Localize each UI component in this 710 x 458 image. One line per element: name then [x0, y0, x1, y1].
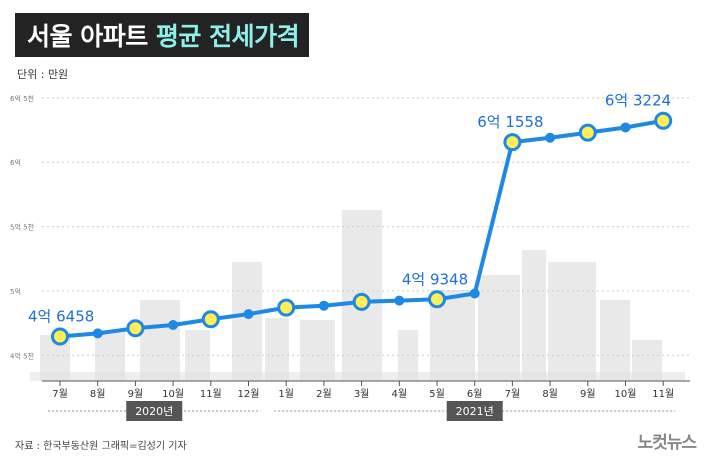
x-tick-label: 11월: [652, 388, 674, 400]
data-point: [243, 309, 254, 320]
y-axis-ticks: 4억 5천 5억 5억 5천 6억 6억 5천: [10, 94, 34, 360]
x-tick-label: 7월: [52, 388, 68, 400]
skyline-building: [522, 250, 546, 381]
x-tick-label: 1월: [278, 388, 294, 400]
data-marker-large: [578, 123, 597, 142]
data-marker-large: [277, 298, 296, 317]
source-credit: 자료 : 한국부동산원 그래픽=김성기 기자: [15, 441, 187, 452]
data-point: [168, 320, 179, 331]
data-point: [469, 288, 480, 299]
skyline-building: [232, 262, 262, 381]
data-marker-large: [654, 111, 673, 130]
data-label: 6억 1558: [477, 113, 543, 131]
x-tick-label: 8월: [542, 388, 558, 400]
unit-label: 단위 : 만원: [17, 68, 69, 81]
news-logo: 노컷뉴스: [637, 433, 697, 453]
x-tick-label: 9월: [580, 388, 596, 400]
x-tick-label: 6월: [467, 388, 483, 400]
y-tick-label: 4억 5천: [10, 351, 34, 360]
data-marker-large: [352, 292, 371, 311]
data-label: 4억 6458: [28, 307, 94, 325]
x-tick-label: 3월: [354, 388, 370, 400]
skyline-building: [478, 275, 520, 381]
data-marker-large: [428, 290, 446, 309]
x-axis: 7월 8월 9월 10월 11월 12월 1월 2월 3월 4월 5월 6월 7월 8월 9월 10월 11월 2…: [42, 380, 690, 421]
grid-lines: [42, 97, 690, 356]
data-point: [394, 295, 405, 306]
x-tick-label: 12월: [238, 388, 260, 400]
series: [51, 111, 673, 346]
title-box: 서울 아파트 평균 전세가격: [15, 13, 310, 57]
skyline-background: [30, 210, 685, 381]
title-plain: 서울 아파트: [27, 22, 156, 51]
data-point: [620, 122, 631, 133]
x-tick-label: 7월: [505, 388, 521, 400]
data-marker-large: [503, 133, 522, 152]
annotations: 4억 6458 4억 9348 6억 1558 6억 3224: [28, 92, 671, 326]
year-badge: [446, 401, 503, 421]
data-marker-large: [201, 310, 220, 329]
x-tick-label: 10월: [162, 388, 184, 400]
data-marker-large: [51, 327, 69, 346]
year-label: 2021년: [456, 405, 494, 418]
data-point: [545, 132, 556, 143]
data-label: 6억 3224: [605, 92, 671, 110]
x-tick-label: 9월: [128, 388, 144, 400]
skyline-building: [548, 262, 596, 381]
skyline-building: [265, 318, 289, 381]
y-tick-label: 6억: [10, 159, 21, 167]
year-badge: [126, 401, 183, 421]
skyline-building: [140, 300, 180, 381]
skyline-ground: [30, 372, 685, 381]
x-tick-label: 10월: [615, 388, 637, 400]
data-label: 4억 9348: [402, 270, 468, 288]
y-tick-label: 6억 5천: [10, 94, 34, 103]
data-point: [318, 300, 329, 311]
y-tick-label: 5억 5천: [10, 223, 34, 232]
title-accent: 평균 전세가격: [155, 22, 300, 51]
x-tick-label: 2월: [316, 388, 332, 400]
skyline-building: [300, 320, 335, 381]
y-tick-label: 5억: [10, 288, 21, 296]
year-label: 2020년: [135, 405, 173, 418]
x-tick-label: 11월: [200, 388, 222, 400]
x-tick-label: 8월: [90, 388, 106, 400]
x-tick-label: 4월: [392, 388, 408, 400]
x-tick-label: 5월: [429, 388, 445, 400]
skyline-building: [600, 300, 630, 381]
data-marker-large: [126, 319, 145, 338]
data-point: [92, 328, 103, 339]
